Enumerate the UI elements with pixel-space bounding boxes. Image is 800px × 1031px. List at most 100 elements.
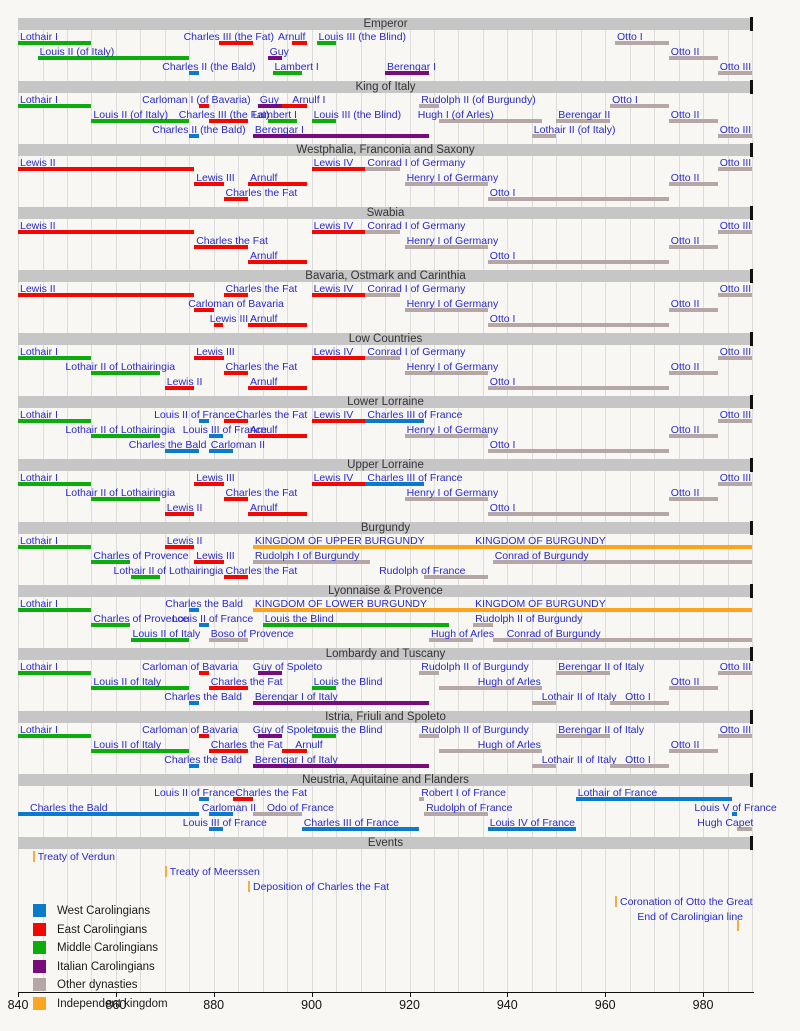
ruler-link[interactable]: Henry I of Germany bbox=[406, 235, 499, 247]
ruler-link[interactable]: Otto III bbox=[719, 346, 752, 358]
ruler-link[interactable]: Conrad I of Germany bbox=[367, 283, 466, 295]
ruler-link[interactable]: Otto III bbox=[719, 124, 752, 136]
ruler-link[interactable]: Boso of Provence bbox=[210, 628, 294, 640]
ruler-link[interactable]: Carloman II bbox=[201, 802, 257, 814]
ruler-link[interactable]: Louis the Blind bbox=[313, 676, 383, 688]
event-link[interactable]: Coronation of Otto the Great bbox=[620, 896, 753, 908]
event-link[interactable]: Treaty of Verdun bbox=[37, 851, 115, 863]
ruler-link[interactable]: Lothair II of Lothairingia bbox=[65, 424, 176, 436]
ruler-link[interactable]: Conrad of Burgundy bbox=[494, 550, 589, 562]
ruler-link[interactable]: Lothair II (of Italy) bbox=[533, 124, 616, 136]
ruler-link[interactable]: Otto I bbox=[489, 376, 516, 388]
ruler-link[interactable]: Lothair I bbox=[20, 94, 58, 106]
ruler-link[interactable]: KINGDOM OF LOWER BURGUNDY bbox=[254, 598, 427, 610]
ruler-link[interactable]: Louis II of Italy bbox=[93, 676, 162, 688]
ruler-link[interactable]: Carloman I (of Bavaria) bbox=[142, 94, 251, 106]
ruler-link[interactable]: Otto I bbox=[489, 187, 516, 199]
ruler-link[interactable]: Louis II of France bbox=[154, 787, 236, 799]
ruler-link[interactable]: Otto III bbox=[719, 220, 752, 232]
ruler-link[interactable]: Rudolph of France bbox=[426, 802, 513, 814]
ruler-link[interactable]: Otto II bbox=[670, 424, 700, 436]
ruler-link[interactable]: Berengar II of Italy bbox=[558, 724, 645, 736]
ruler-link[interactable]: Lewis III bbox=[209, 313, 249, 325]
ruler-link[interactable]: Lambert I bbox=[274, 61, 319, 73]
ruler-link[interactable]: Guy bbox=[259, 94, 280, 106]
ruler-link[interactable]: Conrad I of Germany bbox=[367, 220, 466, 232]
ruler-link[interactable]: Charles the Bald bbox=[164, 691, 242, 703]
ruler-link[interactable]: Berengar II of Italy bbox=[558, 661, 645, 673]
ruler-link[interactable]: Louis II (of Italy) bbox=[39, 46, 115, 58]
ruler-link[interactable]: Louis the Blind bbox=[264, 613, 334, 625]
ruler-link[interactable]: Lothair II of Italy bbox=[541, 691, 617, 703]
ruler-link[interactable]: Rudolph of France bbox=[379, 565, 466, 577]
ruler-link[interactable]: Otto II bbox=[670, 235, 700, 247]
ruler-link[interactable]: Lothair I bbox=[20, 661, 58, 673]
ruler-link[interactable]: Conrad of Burgundy bbox=[506, 628, 601, 640]
ruler-link[interactable]: Arnulf bbox=[250, 502, 278, 514]
ruler-link[interactable]: Hugh of Arles bbox=[477, 676, 541, 688]
ruler-link[interactable]: Arnulf I bbox=[292, 94, 326, 106]
ruler-link[interactable]: Berengar II bbox=[558, 109, 611, 121]
ruler-link[interactable]: Charles the Bald bbox=[165, 598, 243, 610]
ruler-link[interactable]: Lewis II bbox=[166, 376, 203, 388]
ruler-link[interactable]: Henry I of Germany bbox=[406, 487, 499, 499]
ruler-link[interactable]: Otto I bbox=[489, 250, 516, 262]
ruler-link[interactable]: Lothair II of Lothairingia bbox=[113, 565, 224, 577]
ruler-link[interactable]: Rudolph II (of Burgundy) bbox=[421, 94, 536, 106]
ruler-link[interactable]: Lewis IV bbox=[313, 283, 354, 295]
ruler-link[interactable]: Lewis III bbox=[196, 172, 235, 184]
ruler-link[interactable]: Charles of Provence bbox=[93, 550, 189, 562]
ruler-link[interactable]: Louis IV of France bbox=[489, 817, 576, 829]
ruler-link[interactable]: Louis V of France bbox=[694, 802, 777, 814]
ruler-link[interactable]: Lothair of France bbox=[577, 787, 658, 799]
ruler-link[interactable]: Charles the Bald bbox=[30, 802, 108, 814]
ruler-link[interactable]: Otto I bbox=[489, 439, 516, 451]
ruler-link[interactable]: Louis III of France bbox=[182, 817, 267, 829]
ruler-link[interactable]: Lewis IV bbox=[313, 157, 354, 169]
ruler-link[interactable]: Arnulf bbox=[295, 739, 323, 751]
ruler-link[interactable]: Charles the Fat bbox=[225, 187, 298, 199]
ruler-link[interactable]: Guy bbox=[269, 46, 289, 58]
ruler-link[interactable]: Robert I of France bbox=[421, 787, 506, 799]
ruler-link[interactable]: Charles the Fat bbox=[196, 235, 268, 247]
ruler-link[interactable]: Berengar I of Italy bbox=[254, 691, 338, 703]
ruler-link[interactable]: Lothair II of Lothairingia bbox=[65, 487, 176, 499]
ruler-link[interactable]: Rudolph II of Burgundy bbox=[421, 661, 529, 673]
ruler-link[interactable]: Louis II of Italy bbox=[132, 628, 201, 640]
ruler-link[interactable]: Lewis IV bbox=[313, 220, 354, 232]
event-link[interactable]: Deposition of Charles the Fat bbox=[253, 881, 389, 893]
ruler-link[interactable]: Henry I of Germany bbox=[406, 298, 499, 310]
ruler-link[interactable]: Carloman of Bavaria bbox=[142, 661, 238, 673]
ruler-link[interactable]: Charles the Fat bbox=[235, 409, 308, 421]
event-link[interactable]: End of Carolingian line bbox=[637, 911, 743, 923]
ruler-link[interactable]: Lewis III bbox=[196, 472, 235, 484]
ruler-link[interactable]: Charles III of France bbox=[303, 817, 399, 829]
ruler-link[interactable]: Lothair I bbox=[20, 535, 58, 547]
ruler-link[interactable]: Charles the Fat bbox=[210, 739, 283, 751]
ruler-link[interactable]: Charles the Fat bbox=[225, 283, 298, 295]
ruler-link[interactable]: Lothair II of Italy bbox=[541, 754, 617, 766]
ruler-link[interactable]: Louis the Blind bbox=[313, 724, 383, 736]
event-link[interactable]: Treaty of Meerssen bbox=[169, 866, 260, 878]
ruler-link[interactable]: Charles the Fat bbox=[235, 787, 308, 799]
ruler-link[interactable]: Otto I bbox=[612, 94, 638, 106]
ruler-link[interactable]: Conrad I of Germany bbox=[367, 157, 466, 169]
ruler-link[interactable]: Otto III bbox=[719, 724, 752, 736]
ruler-link[interactable]: Louis II of France bbox=[172, 613, 254, 625]
ruler-link[interactable]: Lewis II bbox=[20, 220, 56, 232]
ruler-link[interactable]: Rudolph I of Burgundy bbox=[254, 550, 360, 562]
ruler-link[interactable]: Charles III of France bbox=[367, 409, 463, 421]
ruler-link[interactable]: Otto III bbox=[719, 409, 752, 421]
ruler-link[interactable]: Charles the Fat bbox=[225, 487, 298, 499]
ruler-link[interactable]: Otto II bbox=[670, 109, 700, 121]
ruler-link[interactable]: Otto II bbox=[670, 46, 700, 58]
ruler-link[interactable]: Otto II bbox=[670, 298, 700, 310]
ruler-link[interactable]: Lothair II of Lothairingia bbox=[65, 361, 176, 373]
ruler-link[interactable]: Otto III bbox=[719, 157, 752, 169]
ruler-link[interactable]: Guy of Spoleto bbox=[252, 724, 323, 736]
ruler-link[interactable]: Rudolph II of Burgundy bbox=[421, 724, 529, 736]
ruler-link[interactable]: Lambert I bbox=[252, 109, 297, 121]
ruler-link[interactable]: Charles III (the Fat) bbox=[183, 31, 275, 43]
ruler-link[interactable]: Louis III (the Blind) bbox=[313, 109, 402, 121]
ruler-link[interactable]: Charles of Provence bbox=[93, 613, 189, 625]
